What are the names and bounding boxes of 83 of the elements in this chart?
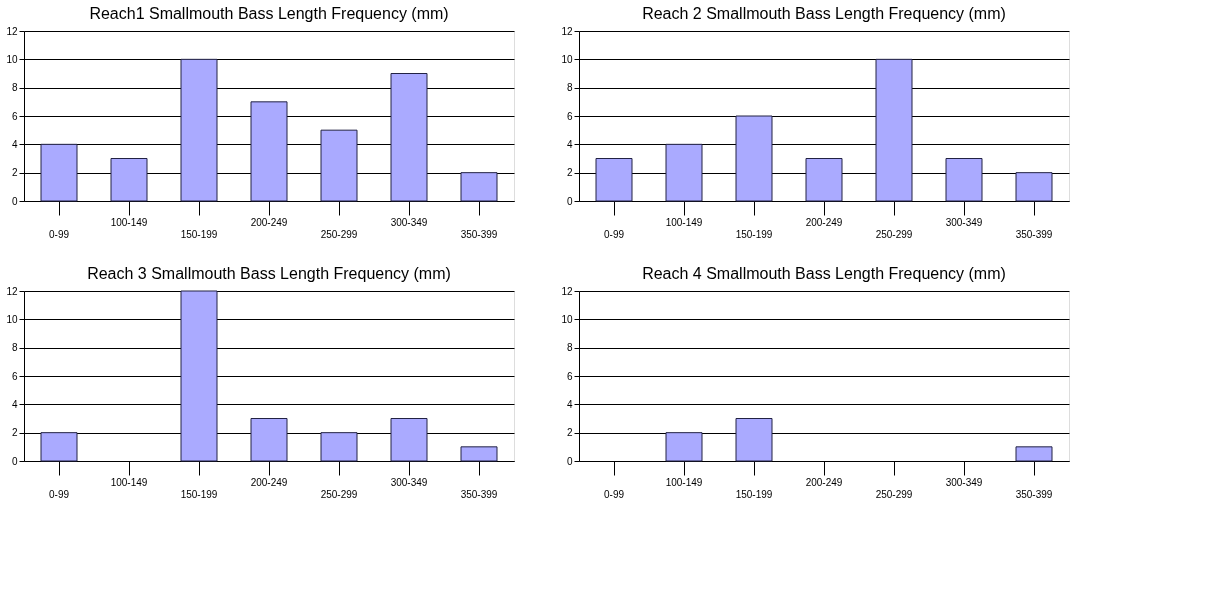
y-tick-label: 2	[566, 427, 573, 439]
bar	[110, 158, 148, 202]
y-tick-label: 4	[11, 138, 18, 150]
bar	[460, 446, 498, 462]
bar	[250, 101, 288, 202]
bar	[805, 158, 843, 202]
bar	[390, 73, 428, 202]
bar	[1015, 446, 1053, 462]
y-tick-label: 8	[11, 82, 18, 94]
x-tick-label: 150-199	[735, 488, 773, 500]
x-tick-label: 150-199	[180, 228, 218, 240]
x-tick-label: 200-249	[250, 476, 288, 488]
x-tick-label: 0-99	[48, 488, 70, 500]
bar	[180, 58, 218, 202]
y-tick-label: 12	[6, 25, 18, 37]
x-tick-label: 250-299	[320, 488, 358, 500]
chart-title: Reach 4 Smallmouth Bass Length Frequency (mm)	[642, 265, 1006, 282]
y-tick-label: 12	[561, 25, 573, 37]
y-tick-label: 10	[6, 313, 18, 325]
x-tick-label: 150-199	[180, 488, 218, 500]
x-tick-label: 0-99	[603, 488, 625, 500]
x-tick-label: 300-349	[390, 216, 428, 228]
bar	[665, 432, 703, 462]
bar	[320, 432, 358, 462]
x-tick-label: 300-349	[945, 476, 983, 488]
bar	[735, 418, 773, 462]
y-tick-label: 4	[11, 398, 18, 410]
y-tick-label: 2	[11, 167, 18, 179]
bar	[735, 115, 773, 202]
y-tick-label: 2	[11, 427, 18, 439]
y-tick-label: 4	[566, 398, 573, 410]
y-tick-label: 0	[11, 195, 18, 207]
x-tick-label: 100-149	[665, 216, 703, 228]
y-tick-label: 10	[561, 53, 573, 65]
bar	[1015, 172, 1053, 202]
y-tick-label: 6	[11, 370, 18, 382]
bar	[40, 143, 78, 202]
y-tick-label: 8	[566, 342, 573, 354]
bar	[595, 158, 633, 202]
x-tick-label: 300-349	[945, 216, 983, 228]
bar	[665, 143, 703, 202]
y-tick-label: 8	[11, 342, 18, 354]
x-tick-label: 350-399	[1015, 228, 1053, 240]
bar	[250, 418, 288, 462]
x-tick-label: 200-249	[805, 216, 843, 228]
x-tick-label: 250-299	[875, 488, 913, 500]
y-tick-label: 4	[566, 138, 573, 150]
x-tick-label: 300-349	[390, 476, 428, 488]
x-tick-label: 350-399	[460, 488, 498, 500]
y-tick-label: 6	[566, 110, 573, 122]
x-tick-label: 150-199	[735, 228, 773, 240]
y-tick-label: 10	[6, 53, 18, 65]
y-tick-label: 6	[566, 370, 573, 382]
bar	[320, 129, 358, 202]
x-tick-label: 250-299	[875, 228, 913, 240]
x-tick-label: 350-399	[1015, 488, 1053, 500]
y-tick-label: 8	[566, 82, 573, 94]
y-tick-label: 10	[561, 313, 573, 325]
y-tick-label: 12	[561, 285, 573, 297]
bar	[390, 418, 428, 462]
x-tick-label: 350-399	[460, 228, 498, 240]
y-tick-label: 6	[11, 110, 18, 122]
x-tick-label: 100-149	[110, 476, 148, 488]
y-tick-label: 0	[566, 195, 573, 207]
bar	[875, 58, 913, 202]
chart-title: Reach1 Smallmouth Bass Length Frequency (mm)	[89, 5, 449, 22]
x-tick-label: 250-299	[320, 228, 358, 240]
bar	[460, 172, 498, 202]
y-tick-label: 12	[6, 285, 18, 297]
y-tick-label: 0	[566, 455, 573, 467]
y-tick-label: 0	[11, 455, 18, 467]
bar	[40, 432, 78, 462]
bar	[180, 290, 218, 462]
chart-title: Reach 2 Smallmouth Bass Length Frequency (mm)	[642, 5, 1006, 22]
x-tick-label: 0-99	[603, 228, 625, 240]
bar	[945, 158, 983, 202]
chart-title: Reach 3 Smallmouth Bass Length Frequency (mm)	[87, 265, 451, 282]
x-tick-label: 100-149	[665, 476, 703, 488]
x-tick-label: 200-249	[250, 216, 288, 228]
x-tick-label: 200-249	[805, 476, 843, 488]
x-tick-label: 0-99	[48, 228, 70, 240]
y-tick-label: 2	[566, 167, 573, 179]
x-tick-label: 100-149	[110, 216, 148, 228]
